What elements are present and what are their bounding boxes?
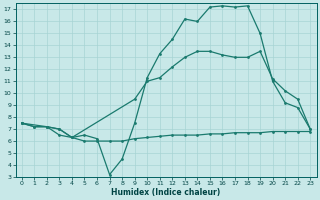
- X-axis label: Humidex (Indice chaleur): Humidex (Indice chaleur): [111, 188, 221, 197]
